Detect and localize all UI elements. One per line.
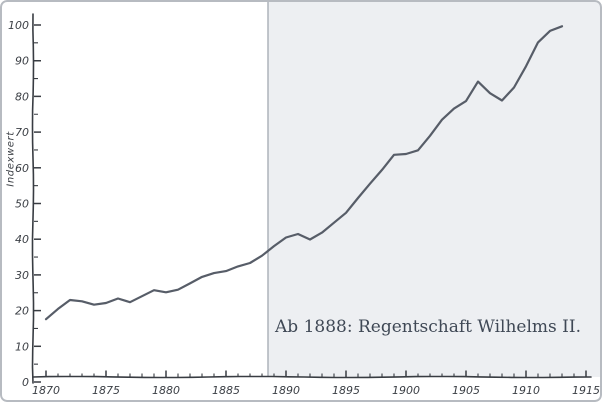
x-axis-tick-label: 1900: [392, 384, 420, 397]
x-axis-tick-label: 1910: [512, 384, 540, 397]
y-axis-tick-label: 70: [15, 126, 29, 139]
x-axis-tick-label: 1870: [32, 384, 60, 397]
x-axis-tick-label: 1905: [452, 384, 480, 397]
x-axis-tick-label: 1890: [272, 384, 300, 397]
y-axis-tick-label: 60: [15, 162, 29, 175]
y-axis-tick-label: 90: [15, 55, 29, 68]
y-axis-title: Indexwert: [5, 131, 17, 187]
x-axis-tick-label: 1885: [212, 384, 240, 397]
x-axis-tick-label: 1915: [572, 384, 600, 397]
y-axis-line: [31, 13, 35, 384]
y-axis-tick-label: 30: [15, 269, 29, 282]
data-line: [44, 25, 564, 321]
y-axis-tick-label: 40: [15, 233, 29, 246]
x-axis-line: [32, 375, 592, 379]
y-axis-tick-label: 0: [22, 376, 29, 389]
y-axis-tick-label: 10: [15, 340, 29, 353]
highlight-annotation: Ab 1888: Regentschaft Wilhelms II.: [275, 317, 581, 337]
x-axis-tick-label: 1875: [92, 384, 120, 397]
y-axis-tick-label: 50: [15, 198, 29, 211]
y-axis-tick-label: 20: [15, 305, 29, 318]
y-axis-tick-label: 80: [15, 90, 29, 103]
highlight-region: [268, 2, 600, 377]
x-axis-tick-label: 1880: [152, 384, 180, 397]
y-axis-tick-label: 100: [8, 19, 29, 32]
x-axis-tick-label: 1895: [332, 384, 360, 397]
